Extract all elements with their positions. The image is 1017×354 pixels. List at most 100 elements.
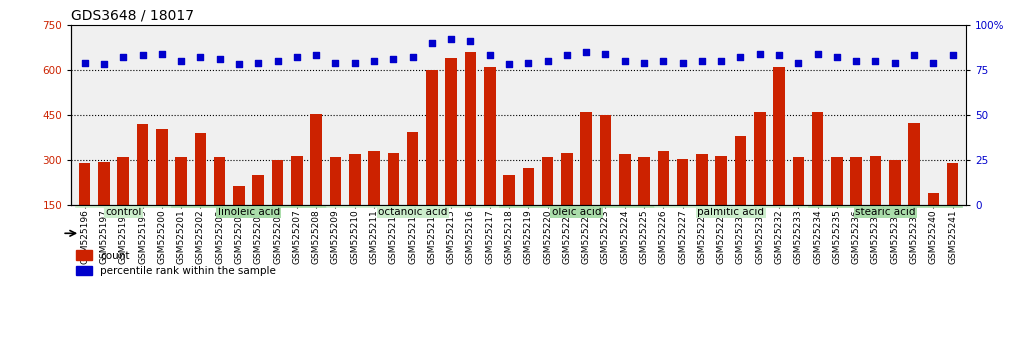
Point	[597, 51, 613, 57]
Bar	[407, 132, 418, 251]
Bar	[233, 186, 245, 251]
Bar	[677, 159, 689, 251]
Point	[674, 60, 691, 65]
Bar	[561, 153, 573, 251]
Bar	[523, 168, 534, 251]
Bar	[118, 157, 129, 251]
Point	[424, 40, 440, 46]
Bar	[773, 67, 785, 251]
Point	[694, 58, 710, 64]
Bar	[928, 193, 939, 251]
FancyBboxPatch shape	[75, 205, 172, 207]
Bar	[156, 129, 168, 251]
Bar	[291, 156, 303, 251]
FancyBboxPatch shape	[499, 205, 654, 207]
Bar	[600, 115, 611, 251]
Bar	[349, 154, 360, 251]
Point	[385, 56, 402, 62]
Point	[925, 60, 942, 65]
Bar	[136, 124, 148, 251]
Point	[347, 60, 363, 65]
Point	[482, 53, 498, 58]
Point	[308, 53, 324, 58]
Text: control: control	[105, 207, 141, 217]
Point	[212, 56, 228, 62]
Point	[752, 51, 768, 57]
Point	[539, 58, 555, 64]
Bar	[696, 154, 708, 251]
Point	[848, 58, 864, 64]
Point	[829, 55, 845, 60]
Point	[771, 53, 787, 58]
FancyBboxPatch shape	[172, 205, 325, 207]
Bar	[542, 157, 553, 251]
Point	[270, 58, 286, 64]
Bar	[387, 153, 399, 251]
Bar	[175, 157, 187, 251]
Text: linoleic acid: linoleic acid	[218, 207, 280, 217]
Point	[906, 53, 922, 58]
Point	[945, 53, 961, 58]
Point	[76, 60, 93, 65]
Bar	[79, 163, 91, 251]
Text: oleic acid: oleic acid	[552, 207, 601, 217]
Bar	[870, 156, 882, 251]
Bar	[330, 157, 342, 251]
Bar	[484, 67, 495, 251]
Text: stearic acid: stearic acid	[855, 207, 915, 217]
FancyBboxPatch shape	[807, 205, 962, 207]
Bar	[619, 154, 631, 251]
Point	[558, 53, 575, 58]
Text: octanoic acid: octanoic acid	[378, 207, 447, 217]
Bar	[581, 112, 592, 251]
Point	[790, 60, 806, 65]
Point	[173, 58, 189, 64]
Point	[732, 55, 749, 60]
Point	[501, 62, 518, 67]
Bar	[252, 175, 264, 251]
Point	[289, 55, 305, 60]
Bar	[947, 163, 958, 251]
Bar	[99, 162, 110, 251]
Bar	[889, 160, 901, 251]
Bar	[503, 175, 515, 251]
Bar	[368, 151, 379, 251]
Point	[868, 58, 884, 64]
Bar	[850, 157, 862, 251]
Point	[463, 38, 479, 44]
FancyBboxPatch shape	[325, 205, 499, 207]
Bar	[639, 157, 650, 251]
Text: palmitic acid: palmitic acid	[698, 207, 765, 217]
Point	[115, 55, 131, 60]
Bar	[734, 136, 746, 251]
Point	[192, 55, 208, 60]
Bar	[194, 133, 206, 251]
Point	[520, 60, 536, 65]
Point	[578, 49, 594, 55]
Bar	[812, 112, 824, 251]
Point	[810, 51, 826, 57]
Point	[327, 60, 344, 65]
Point	[713, 58, 729, 64]
Point	[250, 60, 266, 65]
Bar	[426, 70, 437, 251]
Bar	[754, 112, 766, 251]
Bar	[658, 151, 669, 251]
Point	[443, 36, 460, 42]
Bar	[715, 156, 727, 251]
FancyBboxPatch shape	[654, 205, 807, 207]
Point	[655, 58, 671, 64]
Point	[134, 53, 151, 58]
Point	[96, 62, 112, 67]
Bar	[831, 157, 843, 251]
Bar	[465, 52, 476, 251]
Bar	[272, 160, 284, 251]
Bar	[445, 58, 457, 251]
Point	[154, 51, 170, 57]
Point	[636, 60, 652, 65]
Bar	[214, 157, 226, 251]
Bar	[310, 114, 322, 251]
Text: GDS3648 / 18017: GDS3648 / 18017	[71, 8, 194, 22]
Point	[405, 55, 421, 60]
Point	[231, 62, 247, 67]
